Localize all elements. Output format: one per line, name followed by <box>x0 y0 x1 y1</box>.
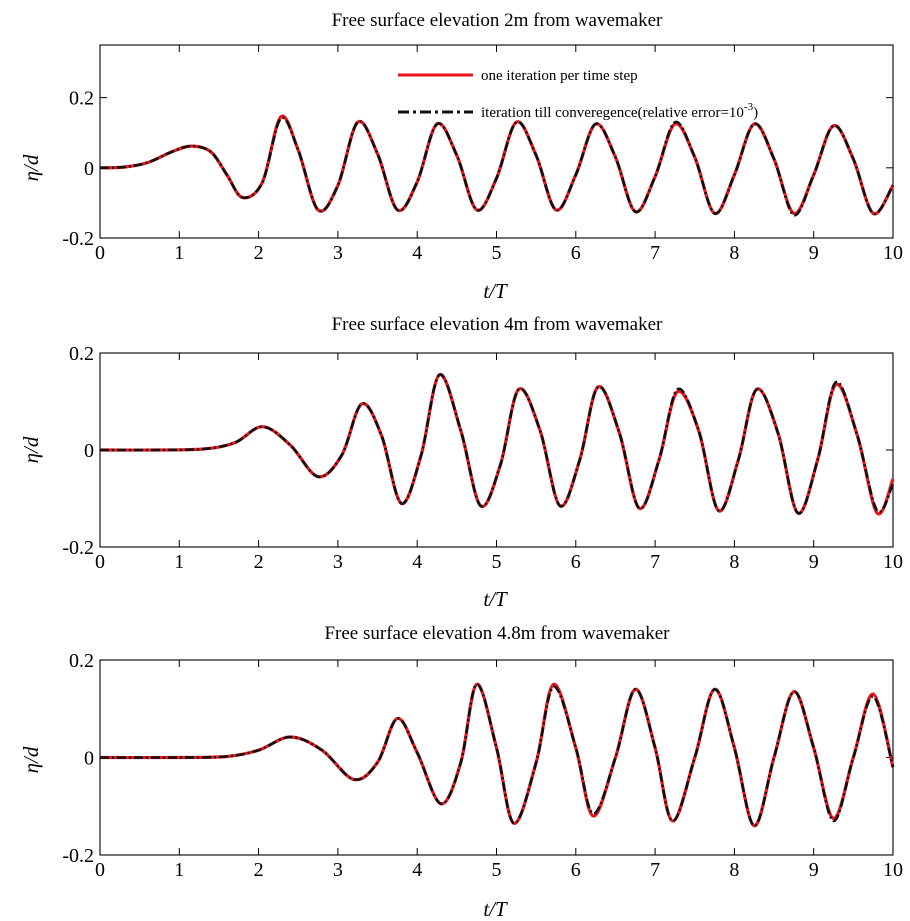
x-tick-label: 10 <box>883 859 903 881</box>
x-tick-label: 1 <box>174 242 184 264</box>
x-tick-label: 10 <box>883 551 903 573</box>
legend-label-converge-suffix: ) <box>753 105 758 121</box>
x-tick-label: 9 <box>809 859 819 881</box>
x-tick-label: 1 <box>174 859 184 881</box>
series-line-converged <box>99 683 895 828</box>
y-tick-label: 0.2 <box>69 650 94 672</box>
y-tick-label: 0 <box>84 748 94 770</box>
x-tick-label: 8 <box>729 551 739 573</box>
x-tick-label: 9 <box>809 242 819 264</box>
x-tick-label: 3 <box>333 242 343 264</box>
x-tick-label: 0 <box>95 859 105 881</box>
x-tick-label: 4 <box>412 551 422 573</box>
y-tick-label: -0.2 <box>62 845 94 867</box>
x-tick-label: 2 <box>254 859 264 881</box>
plot-layer: 0 1 2 3 4 5 6 7 8 9 100.20-0.20 1 2 3 4 5 6 7 8 9 100.20-0.2… <box>62 44 903 881</box>
y-tick-label: 0.2 <box>69 343 94 365</box>
series-line-one-iteration <box>99 373 895 516</box>
panel-1: Free surface elevation 2m from wavemaker… <box>19 10 758 303</box>
x-tick-label: 6 <box>571 551 581 573</box>
x-tick-label: 3 <box>333 859 343 881</box>
x-tick-label: 5 <box>492 242 502 264</box>
x-tick-label: 1 <box>174 551 184 573</box>
legend-label-converge: iteration till converegence(relative err… <box>481 101 758 121</box>
panel-2-title: Free surface elevation 4m from wavemaker <box>332 314 663 335</box>
panel-3-xlabel: t/T <box>483 897 508 921</box>
x-tick-label: 10 <box>883 242 903 264</box>
panel-1-ylabel: η/d <box>19 154 43 181</box>
y-tick-label: 0 <box>84 440 94 462</box>
x-tick-label: 9 <box>809 551 819 573</box>
panel-1-xlabel: t/T <box>483 279 508 303</box>
x-tick-label: 7 <box>650 242 660 264</box>
x-tick-label: 8 <box>729 859 739 881</box>
y-tick-label: -0.2 <box>62 228 94 250</box>
panel-3-ylabel: η/d <box>19 746 43 773</box>
x-tick-label: 2 <box>254 242 264 264</box>
x-tick-label: 4 <box>412 859 422 881</box>
legend-label-converge-sup: -3 <box>744 101 754 113</box>
panel-2: Free surface elevation 4m from wavemaker… <box>19 314 663 611</box>
x-tick-label: 0 <box>95 551 105 573</box>
series-line-converged <box>99 116 895 217</box>
panel-2-ylabel: η/d <box>19 436 43 463</box>
y-tick-label: 0 <box>84 158 94 180</box>
y-tick-label: -0.2 <box>62 537 94 559</box>
x-tick-label: 4 <box>412 242 422 264</box>
series-line-one-iteration <box>99 682 895 828</box>
series-line-one-iteration <box>99 114 895 216</box>
x-tick-label: 5 <box>492 551 502 573</box>
x-tick-label: 6 <box>571 242 581 264</box>
x-tick-label: 5 <box>492 859 502 881</box>
x-tick-label: 7 <box>650 859 660 881</box>
x-tick-label: 8 <box>729 242 739 264</box>
legend-label-one-iteration: one iteration per time step <box>481 68 638 84</box>
panel-3-title: Free surface elevation 4.8m from wavemak… <box>324 623 670 644</box>
series-line-converged <box>99 373 895 515</box>
panel-3: Free surface elevation 4.8m from wavemak… <box>19 623 670 921</box>
plot-frame <box>99 352 894 548</box>
panel-1-legend: one iteration per time step iteration ti… <box>398 68 758 121</box>
panel-2-xlabel: t/T <box>483 587 508 611</box>
x-tick-label: 6 <box>571 859 581 881</box>
x-tick-label: 2 <box>254 551 264 573</box>
panel-1-title: Free surface elevation 2m from wavemaker <box>332 10 663 31</box>
legend-label-converge-main: iteration till converegence(relative err… <box>481 105 744 121</box>
y-tick-label: 0.2 <box>69 88 94 110</box>
x-tick-label: 7 <box>650 551 660 573</box>
x-tick-label: 3 <box>333 551 343 573</box>
x-tick-label: 0 <box>95 242 105 264</box>
